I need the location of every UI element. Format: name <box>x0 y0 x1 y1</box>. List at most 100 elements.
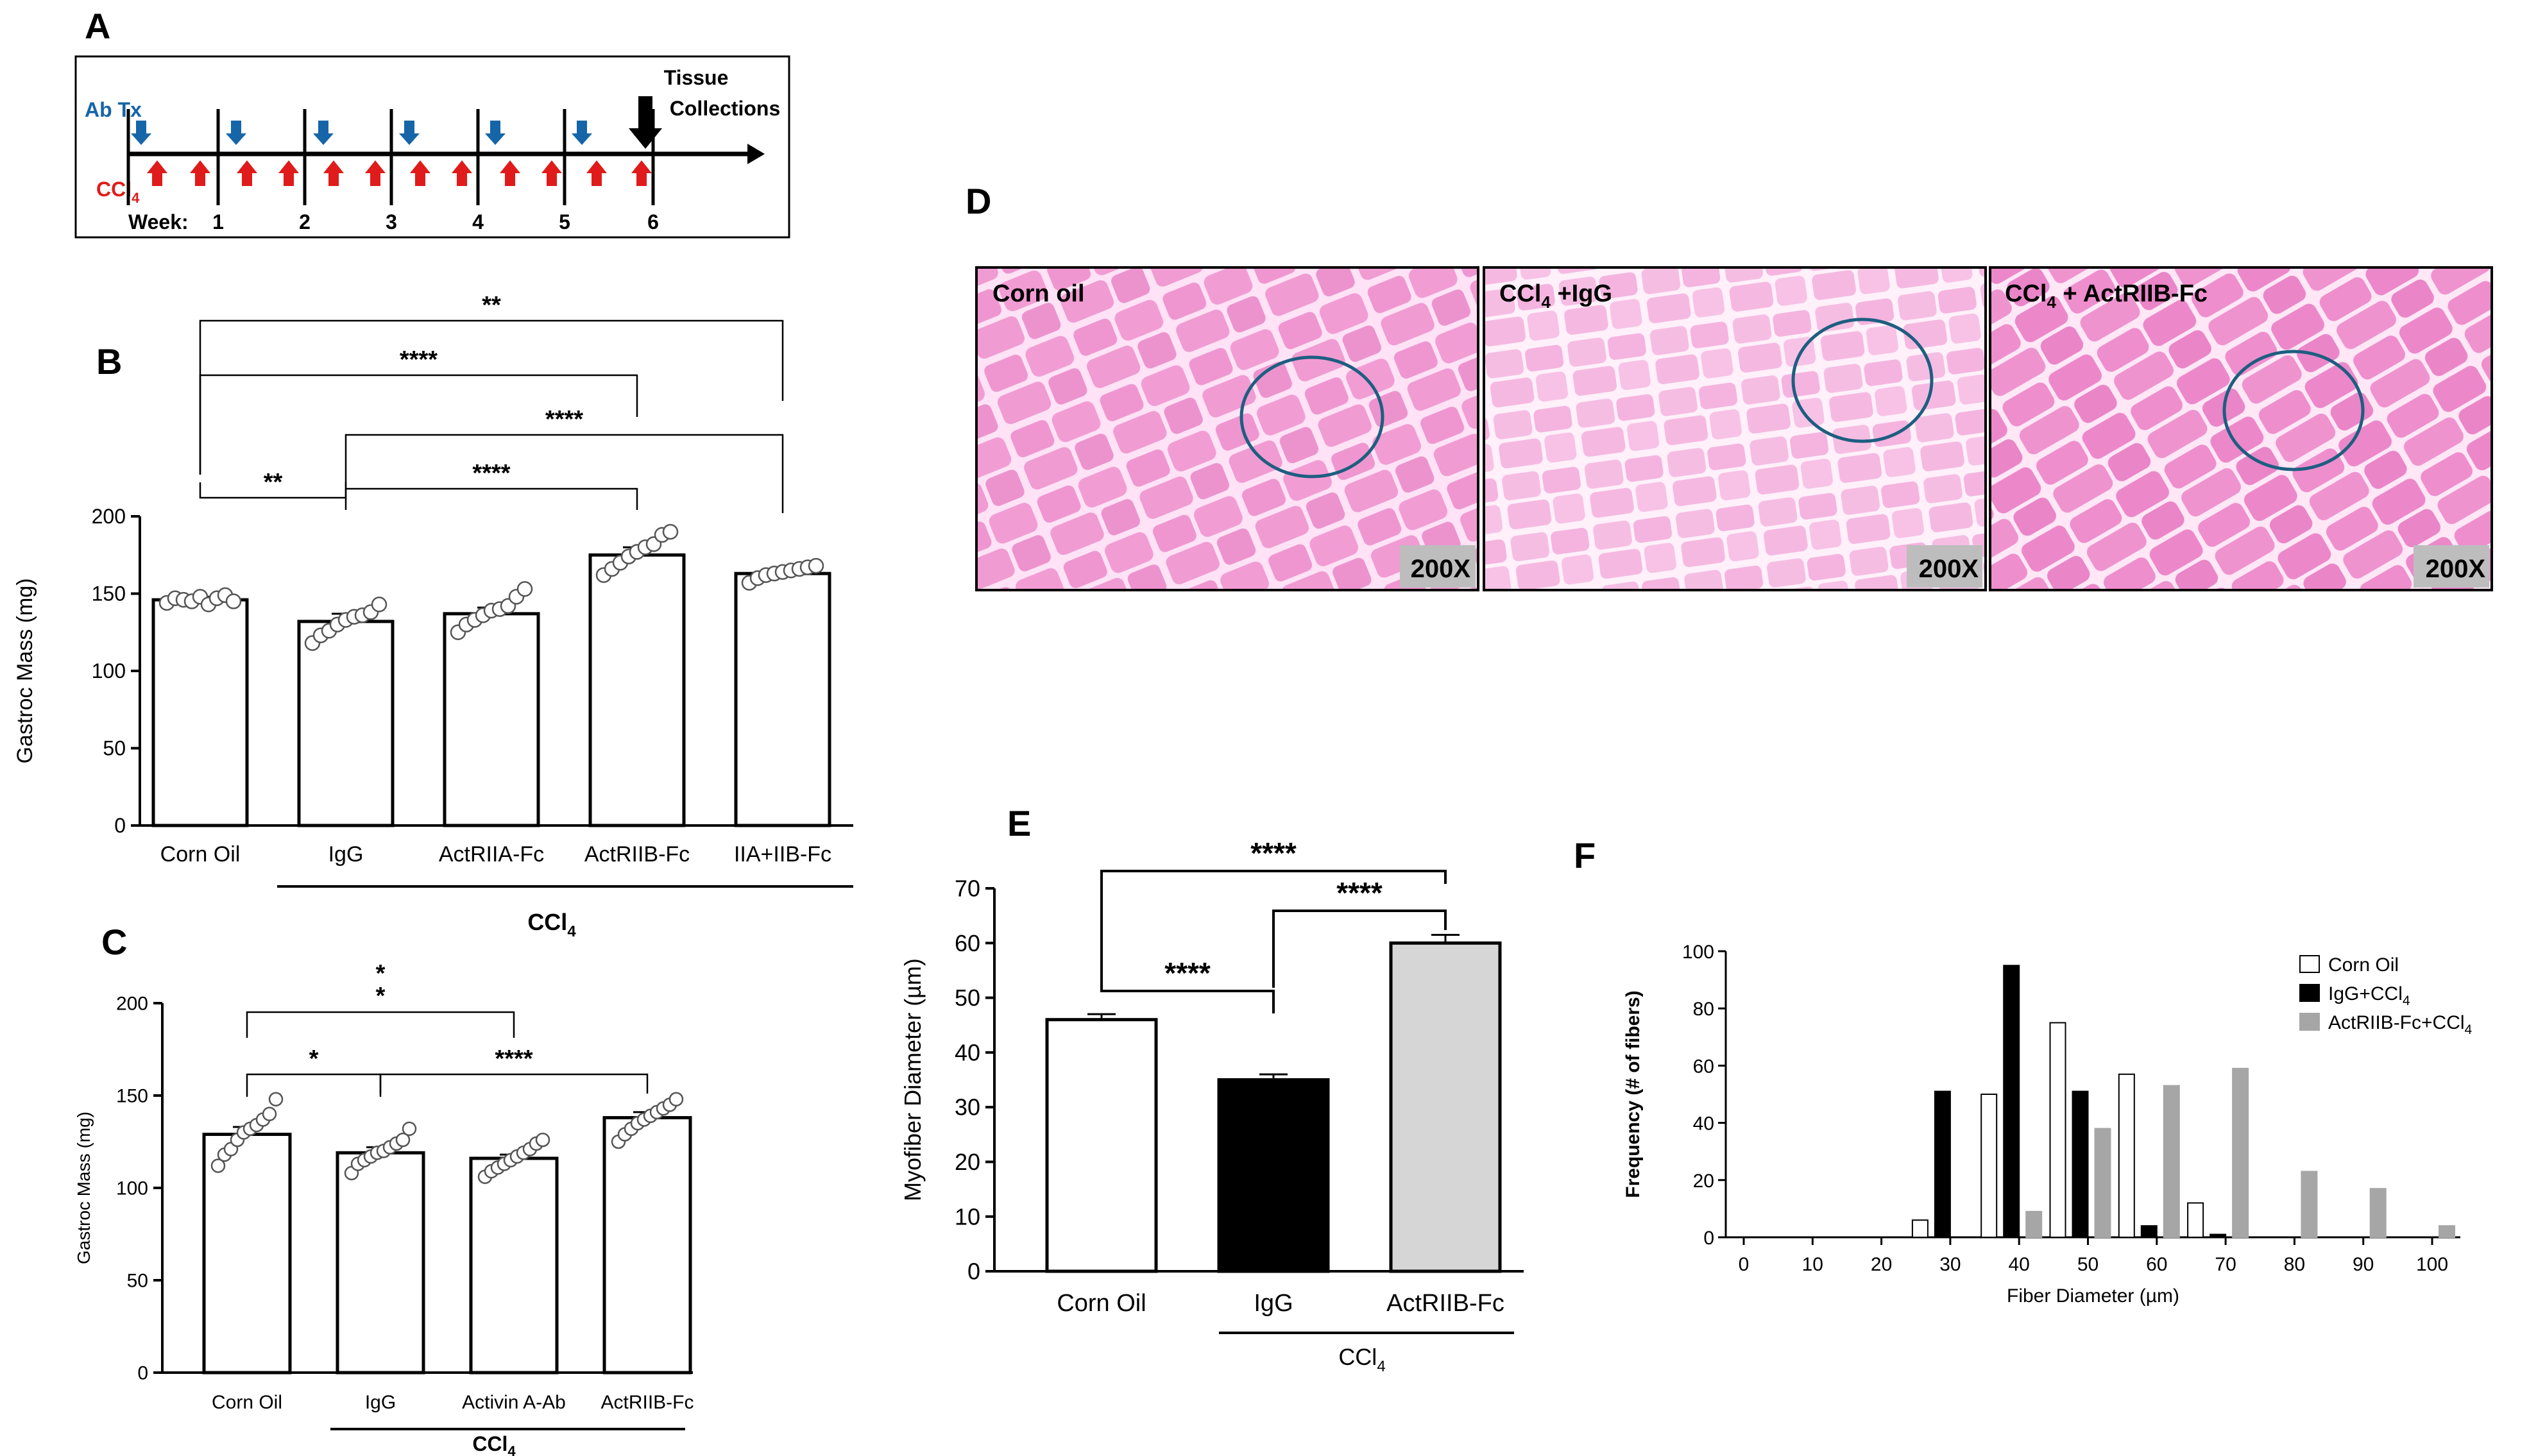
bar <box>469 1156 559 1375</box>
ab-tx-label: Ab Tx <box>85 98 142 121</box>
ab-tx-arrow-icon <box>226 133 246 145</box>
bar <box>202 1132 292 1375</box>
significance-label: **** <box>1250 836 1297 870</box>
histology-image-1: Corn oil 200X <box>975 266 1479 591</box>
category-label: Corn Oil <box>160 842 241 867</box>
ccl4-arrow-shaft <box>592 172 602 186</box>
significance-label: **** <box>1336 876 1383 910</box>
histology-label: CCl4 + ActRIIB-Fc <box>2005 280 2208 312</box>
ccl4-arrow-icon <box>586 160 607 173</box>
histogram-bar <box>2094 1128 2111 1239</box>
ccl4-arrow-icon <box>631 160 652 173</box>
data-point <box>808 557 824 574</box>
week-number: 1 <box>212 210 224 233</box>
histogram-bar <box>2210 1233 2227 1239</box>
histology-label-main: CCl <box>1499 280 1541 307</box>
histogram-bar <box>2118 1073 2135 1239</box>
ab-tx-arrow-icon <box>313 133 334 145</box>
significance-label: **** <box>400 346 438 373</box>
x-axis-label: Fiber Diameter (µm) <box>2007 1285 2179 1307</box>
significance-label: * <box>376 983 386 1010</box>
y-tick-label: 40 <box>1693 1113 1714 1135</box>
ccl4-arrow-icon <box>452 160 472 173</box>
group-label: CCl4 <box>1338 1344 1385 1375</box>
bar <box>1217 1078 1330 1273</box>
legend-label: IgG+CCl4 <box>2328 983 2410 1008</box>
week-number: 5 <box>559 210 570 233</box>
data-point <box>516 581 533 597</box>
x-tick-label: 20 <box>1871 1254 1892 1275</box>
y-tick-label: 0 <box>967 1258 980 1285</box>
category-label: ActRIIB-Fc <box>600 1392 694 1413</box>
histogram-bar <box>2439 1225 2455 1239</box>
ccl4-arrow-icon <box>323 160 344 173</box>
histology-label-main: CCl <box>2005 280 2047 307</box>
y-tick-label: 100 <box>116 1178 148 1199</box>
histogram-bar <box>2232 1067 2249 1238</box>
y-tick-label: 150 <box>116 1086 148 1107</box>
y-tick-label: 100 <box>92 659 126 682</box>
legend-label-main: Corn Oil <box>2328 954 2399 976</box>
magnification-badge <box>1400 545 1476 588</box>
histogram-bar <box>1980 1094 1998 1238</box>
ab-tx-arrow-shaft <box>490 121 500 135</box>
y-tick-label: 0 <box>114 814 126 837</box>
legend-label-main: ActRIIB-Fc+CCl <box>2328 1012 2465 1033</box>
y-tick-label: 50 <box>955 985 980 1011</box>
highlight-circle <box>1791 317 1934 443</box>
legend-label-sub: 4 <box>2465 1022 2473 1037</box>
x-tick-label: 0 <box>1739 1254 1750 1275</box>
week-number: 6 <box>647 210 659 233</box>
chart-f: 0 20 40 60 80 100 0 10 20 30 40 50 60 70 80 90 100 Fiber … <box>1622 942 2473 1307</box>
bar <box>443 612 540 827</box>
legend-swatch <box>2299 984 2320 1002</box>
bar <box>588 553 686 827</box>
histology-label-suffix: +IgG <box>1551 280 1612 307</box>
y-tick-label: 20 <box>1693 1171 1714 1192</box>
ccl4-arrow-icon <box>410 160 430 173</box>
ab-tx-arrow-icon <box>572 133 592 145</box>
ccl4-label-sub: 4 <box>132 190 140 206</box>
ccl4-label-main: CCl <box>96 178 132 201</box>
bar <box>151 598 249 827</box>
timeline-arrowhead <box>747 144 765 164</box>
group-label-sub: 4 <box>567 923 576 940</box>
ab-tx-arrow-shaft <box>318 121 328 135</box>
significance-bracket <box>1100 980 1275 1013</box>
category-label: IgG <box>365 1392 396 1413</box>
panel-letter-e: E <box>1007 803 1031 843</box>
category-label: Activin A-Ab <box>462 1392 566 1413</box>
x-tick-label: 50 <box>2077 1254 2099 1275</box>
magnification-label: 200X <box>2426 555 2486 583</box>
x-tick-label: 70 <box>2215 1254 2236 1275</box>
panel-letter-c: C <box>101 922 127 962</box>
chart-b: 0 50 100 150 200 Gastroc Mass (mg) Corn Oil IgG… <box>13 292 853 940</box>
y-axis-label: Gastroc Mass (mg) <box>74 1112 94 1264</box>
data-point <box>371 597 387 613</box>
ccl4-arrow-shaft <box>152 172 162 186</box>
x-tick-label: 80 <box>2284 1254 2305 1275</box>
histogram-bar <box>1934 1090 1951 1239</box>
ccl4-arrow-shaft <box>284 172 294 186</box>
data-point <box>662 523 679 540</box>
histology-label: CCl4 +IgG <box>1499 280 1612 312</box>
x-tick-label: 10 <box>1802 1254 1823 1275</box>
ccl4-arrow-shaft <box>547 172 557 186</box>
highlight-circle <box>1239 355 1384 478</box>
week-number: 4 <box>472 210 484 233</box>
significance-label: **** <box>1164 956 1211 990</box>
significance-bracket <box>246 1011 515 1038</box>
ab-tx-arrow-icon <box>485 133 506 145</box>
panel-letter-b: B <box>96 341 122 382</box>
tissue-collection-arrow-shaft <box>638 96 652 130</box>
data-point <box>402 1121 417 1137</box>
ccl4-arrow-icon <box>237 160 257 173</box>
histogram-bar <box>2369 1188 2387 1239</box>
bar <box>1389 941 1502 1273</box>
legend-label: Corn Oil <box>2328 954 2399 976</box>
significance-label: * <box>376 960 386 987</box>
significance-bracket <box>379 1073 649 1094</box>
ccl4-label: CCl4 <box>96 178 140 206</box>
